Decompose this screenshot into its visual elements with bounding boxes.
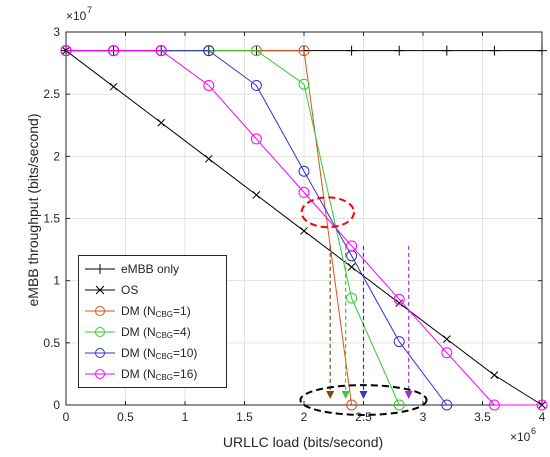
circle-marker (393, 293, 405, 305)
x-tick-label: 1.5 (236, 410, 253, 424)
x-marker (109, 82, 118, 91)
legend-item-dm-16: DM (NCBG=16) (79, 364, 226, 385)
arrow-head (341, 391, 350, 399)
x-tick-label: 1 (182, 410, 189, 424)
circle-marker (488, 399, 500, 411)
circle-marker (298, 78, 310, 90)
circle-marker (393, 336, 405, 348)
legend-item-os: OS (79, 280, 226, 301)
x-tick-label: 0.5 (117, 410, 134, 424)
y-exponent: ×10 7 (66, 5, 92, 23)
x-exponent-power: 6 (531, 426, 536, 436)
x-marker (395, 299, 404, 307)
arrow-head (404, 391, 413, 399)
x-exponent-base: ×10 (510, 430, 531, 444)
y-tick-label: 1 (53, 274, 60, 288)
legend-label-suffix: =10) (173, 346, 198, 360)
legend-label-prefix: DM (N (121, 325, 156, 339)
circle-marker (393, 399, 405, 411)
circle-marker (250, 79, 262, 91)
legend-item-embb-only: eMBB only (79, 259, 226, 280)
circle-marker (298, 45, 310, 57)
x-marker (442, 335, 451, 343)
legend-label: eMBB only (121, 262, 180, 276)
legend-label-prefix: DM (N (121, 346, 156, 360)
legend-label-suffix: =1) (173, 304, 191, 318)
legend-label-prefix: DM (N (121, 304, 156, 318)
circle-marker (250, 45, 262, 57)
legend-label-suffix: =4) (173, 325, 191, 339)
tick-labels: 0 0.5 1 1.5 2 2.5 3 3.5 4 0 0.5 1 1.5 2 2.5 3 (43, 25, 545, 424)
x-marker (252, 191, 261, 199)
x-tick-label: 2.5 (355, 410, 372, 424)
circle-marker (536, 399, 548, 411)
y-tick-label: 0 (53, 398, 60, 412)
y-tick-label: 3 (53, 25, 60, 39)
legend-item-dm-10: DM (NCBG=10) (79, 343, 226, 364)
legend-label-sub: CBG (155, 310, 174, 319)
x-marker (157, 118, 166, 127)
circle-marker (346, 240, 358, 252)
legend-item-dm-1: DM (NCBG=1) (79, 301, 226, 322)
y-tick-label: 2.5 (43, 87, 60, 101)
circle-marker (441, 399, 453, 411)
circle-marker (298, 186, 310, 198)
x-tick-label: 2 (301, 410, 308, 424)
legend-label-sub: CBG (155, 373, 174, 382)
y-exponent-base: ×10 (66, 9, 87, 23)
x-tick-label: 3.5 (474, 410, 491, 424)
x-axis-label: URLLC load (bits/second) (223, 434, 383, 450)
y-tick-label: 0.5 (43, 336, 60, 350)
x-marker (490, 371, 499, 380)
circle-marker (250, 133, 262, 145)
circle-marker (203, 79, 215, 91)
y-tick-label: 1.5 (43, 212, 60, 226)
legend-label-sub: CBG (155, 352, 174, 361)
legend-label-suffix: =16) (173, 367, 198, 381)
arrow-head (359, 391, 368, 399)
x-marker (300, 227, 308, 235)
legend-item-dm-4: DM (NCBG=4) (79, 322, 226, 343)
series-lines (60, 45, 548, 411)
x-tick-label: 4 (539, 410, 546, 424)
x-tick-label: 0 (63, 410, 70, 424)
circle-marker (346, 292, 358, 304)
series-line (66, 50, 542, 406)
circle-marker (346, 399, 358, 411)
circle-marker (60, 45, 72, 57)
x-exponent: ×10 6 (510, 426, 536, 444)
legend-label-sub: CBG (155, 331, 174, 340)
annotations (299, 196, 428, 416)
x-marker (204, 154, 213, 163)
x-tick-label: 3 (420, 410, 427, 424)
y-tick-label: 2 (53, 149, 60, 163)
legend-label-prefix: DM (N (121, 367, 156, 381)
legend-label: DM (NCBG=10) (121, 343, 197, 364)
arrow-head (326, 391, 335, 399)
legend: eMBB only OS DM (NCBG=1) DM (NCBG=4) DM … (78, 255, 227, 388)
circle-marker (203, 45, 215, 57)
y-axis-label: eMBB throughput (bits/second) (25, 114, 41, 307)
legend-label: DM (NCBG=1) (121, 301, 191, 322)
x-marker (347, 263, 356, 271)
legend-label: OS (121, 283, 139, 297)
series-5 (60, 45, 548, 411)
dashed-ellipse (300, 196, 355, 229)
y-exponent-power: 7 (87, 5, 92, 15)
legend-label: DM (NCBG=4) (121, 322, 191, 343)
circle-marker (155, 45, 167, 57)
circle-marker (298, 165, 310, 177)
dashed-ellipse (299, 384, 428, 416)
circle-marker (108, 45, 120, 57)
circle-marker (441, 347, 453, 359)
legend-label: DM (NCBG=16) (121, 364, 197, 385)
